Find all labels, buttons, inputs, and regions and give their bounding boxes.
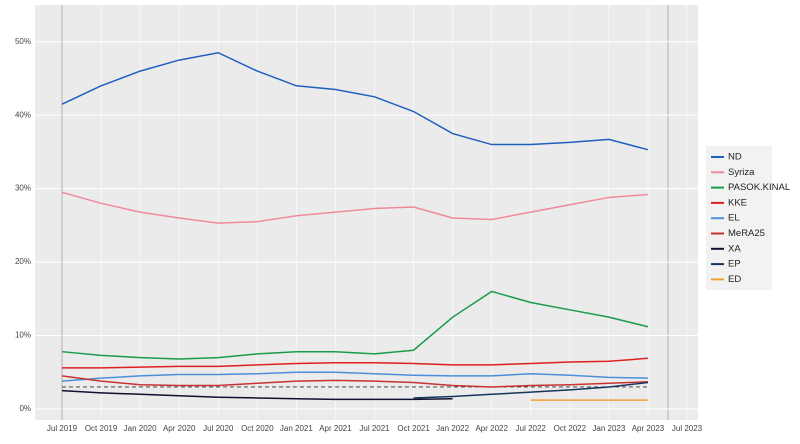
- x-tick-label: Oct 2022: [554, 424, 587, 433]
- legend: ND Syriza PASOK.KINAL KKE EL MeRA25 XA EP ED: [711, 152, 790, 285]
- series-line: [61, 375, 648, 388]
- x-tick-label: Jul 2019: [47, 424, 78, 433]
- x-tick-label: Jan 2020: [124, 424, 157, 433]
- x-tick-label: Apr 2023: [632, 424, 665, 433]
- x-tick-label: Jul 2021: [359, 424, 390, 433]
- x-tick-label: Apr 2021: [319, 424, 352, 433]
- y-tick-label: 0%: [19, 404, 31, 413]
- y-tick-label: 40%: [15, 110, 31, 119]
- x-tick-label: Jul 2020: [203, 424, 234, 433]
- legend-label: ED: [728, 274, 741, 285]
- legend-label: EL: [728, 213, 740, 224]
- x-tick-label: Jan 2021: [280, 424, 313, 433]
- legend-label: XA: [728, 243, 741, 254]
- series-line: [61, 371, 648, 382]
- x-tick-label: Oct 2021: [397, 424, 430, 433]
- y-tick-label: 50%: [15, 37, 31, 46]
- x-tick-label: Jul 2022: [516, 424, 547, 433]
- legend-label: ND: [728, 152, 742, 163]
- x-tick-label: Jul 2023: [672, 424, 703, 433]
- legend-label: EP: [728, 259, 741, 270]
- series-line: [62, 357, 648, 369]
- legend-label: KKE: [728, 197, 747, 208]
- y-tick-label: 20%: [15, 257, 31, 266]
- y-tick-label: 30%: [15, 184, 31, 193]
- legend-label: Syriza: [728, 167, 755, 178]
- legend-label: MeRA25: [728, 228, 765, 239]
- x-tick-label: Jan 2023: [592, 424, 625, 433]
- y-tick-label: 10%: [15, 331, 31, 340]
- x-tick-label: Oct 2020: [241, 424, 274, 433]
- x-tick-label: Apr 2022: [475, 424, 508, 433]
- x-tick-label: Jan 2022: [436, 424, 469, 433]
- legend-label: PASOK.KINAL: [728, 182, 790, 193]
- series-line: [61, 191, 648, 224]
- series-line: [61, 51, 649, 151]
- series-line: [61, 389, 453, 401]
- series-line: [413, 381, 649, 399]
- x-tick-label: Oct 2019: [85, 424, 118, 433]
- series-line: [61, 290, 649, 360]
- x-tick-label: Apr 2020: [163, 424, 196, 433]
